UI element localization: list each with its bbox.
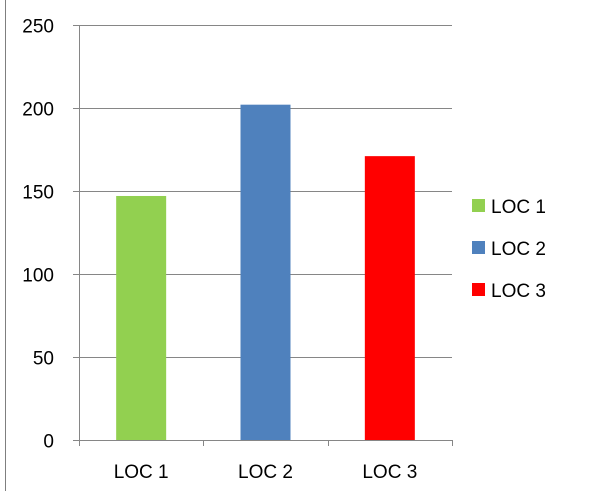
x-tick-label: LOC 2 bbox=[238, 462, 293, 483]
bar-loc-1 bbox=[116, 195, 167, 440]
y-tick-label: 100 bbox=[22, 266, 54, 287]
y-tick-label: 0 bbox=[43, 432, 54, 453]
y-tick-label: 150 bbox=[22, 183, 54, 204]
y-tick-labels: 0 50 100 150 200 250 bbox=[22, 17, 54, 453]
legend-label: LOC 1 bbox=[491, 197, 546, 218]
legend-swatch-loc-2 bbox=[472, 241, 485, 254]
x-tick-label: LOC 1 bbox=[114, 462, 169, 483]
legend-label: LOC 2 bbox=[491, 239, 546, 260]
legend-label: LOC 3 bbox=[491, 281, 546, 302]
x-tick-label: LOC 3 bbox=[362, 462, 417, 483]
y-tick-label: 50 bbox=[33, 349, 54, 370]
x-tick-labels: LOC 1 LOC 2 LOC 3 bbox=[114, 462, 418, 483]
legend-swatch-loc-3 bbox=[472, 283, 485, 296]
bar-loc-2 bbox=[240, 104, 291, 441]
axes bbox=[73, 25, 453, 446]
legend-swatch-loc-1 bbox=[472, 199, 485, 212]
bar-loc-3 bbox=[364, 156, 415, 440]
legend: LOC 1 LOC 2 LOC 3 bbox=[472, 197, 546, 302]
y-tick-label: 200 bbox=[22, 100, 54, 121]
y-tick-label: 250 bbox=[22, 17, 54, 38]
bars bbox=[116, 104, 415, 441]
